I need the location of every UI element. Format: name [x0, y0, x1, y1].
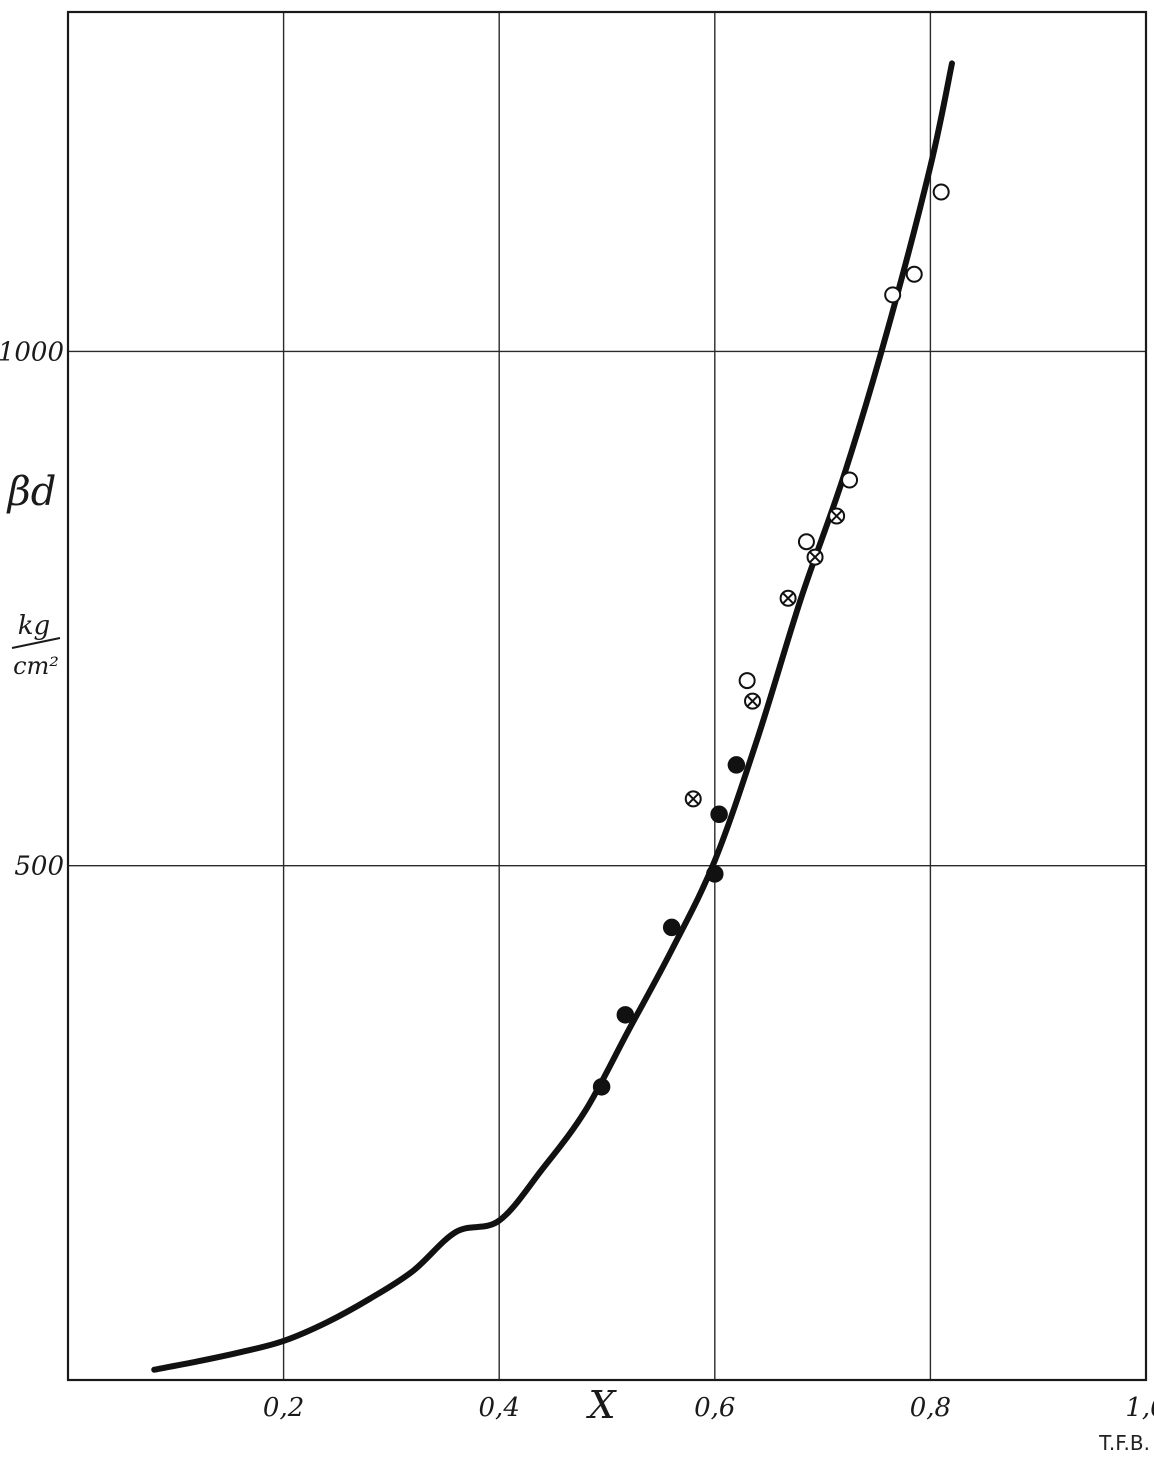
data-point-open — [932, 183, 950, 201]
y-unit-numerator: kg — [18, 611, 50, 641]
data-point-crossed — [744, 692, 762, 710]
data-point-open — [841, 471, 859, 489]
x-axis-label: X — [585, 1383, 617, 1427]
credit-text: T.F.B. — [1098, 1431, 1150, 1455]
y-tick-labels: 500 1000 — [0, 337, 64, 881]
data-point-filled — [727, 756, 746, 774]
data-point-filled — [616, 1006, 635, 1024]
data-point-crossed — [806, 548, 824, 566]
y-axis-label: βd — [6, 469, 57, 515]
x-tick-label: 0,4 — [479, 1393, 520, 1423]
data-point-crossed — [684, 790, 702, 808]
data-point-filled — [662, 918, 681, 937]
x-tick-label: 1,0 — [1125, 1393, 1154, 1423]
data-point-open — [797, 533, 815, 551]
x-tick-label: 0,8 — [910, 1393, 951, 1423]
grid-lines — [68, 12, 1146, 1380]
y-tick-label: 500 — [14, 852, 64, 882]
x-tick-labels: 0,2 0,4 0,6 0,8 1,0 — [263, 1393, 1154, 1423]
plot-frame — [66, 10, 1148, 1382]
fitted-curve — [151, 60, 955, 1373]
data-point-open — [738, 672, 756, 690]
data-points — [592, 183, 950, 1096]
data-point-open — [884, 286, 902, 304]
x-tick-label: 0,2 — [263, 1393, 304, 1423]
data-point-crossed — [828, 507, 846, 525]
data-point-filled — [706, 865, 724, 883]
data-point-filled — [592, 1078, 611, 1096]
x-tick-label: 0,6 — [694, 1393, 735, 1423]
y-unit-fraction-line — [11, 637, 61, 649]
y-unit-denominator: cm² — [13, 652, 59, 680]
data-point-filled — [710, 805, 728, 824]
y-tick-label: 1000 — [0, 337, 64, 367]
data-point-open — [905, 265, 923, 283]
data-point-crossed — [779, 589, 797, 607]
